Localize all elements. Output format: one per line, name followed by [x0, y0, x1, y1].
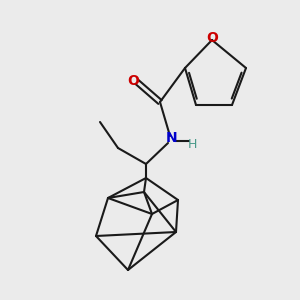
Text: O: O [206, 31, 218, 45]
Text: N: N [166, 131, 178, 145]
Text: O: O [127, 74, 139, 88]
Text: H: H [187, 137, 197, 151]
